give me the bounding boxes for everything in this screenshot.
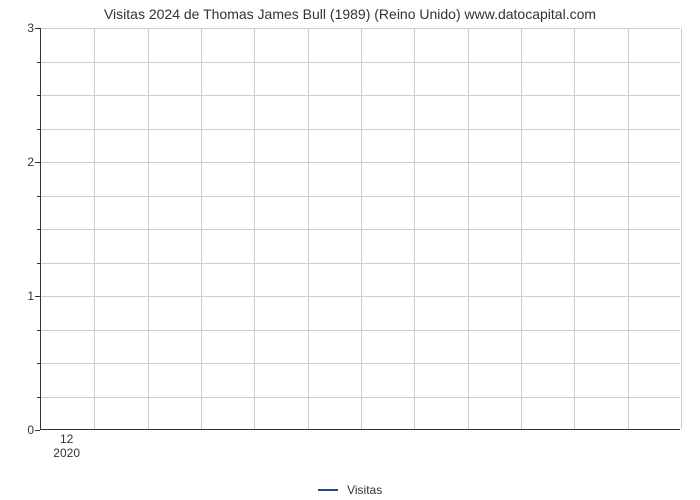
- y-tick-label: 2: [16, 155, 34, 169]
- y-tick-minor: [37, 229, 40, 230]
- y-tick-mark: [35, 162, 40, 163]
- gridline-vertical: [628, 28, 629, 429]
- y-tick-label: 0: [16, 423, 34, 437]
- gridline-vertical: [414, 28, 415, 429]
- y-tick-minor: [37, 196, 40, 197]
- y-tick-minor: [37, 129, 40, 130]
- y-tick-mark: [35, 296, 40, 297]
- chart-title: Visitas 2024 de Thomas James Bull (1989)…: [0, 6, 700, 22]
- gridline-vertical: [148, 28, 149, 429]
- y-tick-minor: [37, 263, 40, 264]
- x-year-label: 2020: [53, 446, 80, 460]
- y-tick-minor: [37, 95, 40, 96]
- gridline-vertical: [308, 28, 309, 429]
- y-tick-minor: [37, 330, 40, 331]
- y-tick-mark: [35, 28, 40, 29]
- legend: Visitas: [0, 482, 700, 497]
- legend-swatch: [318, 489, 338, 491]
- gridline-vertical: [681, 28, 682, 429]
- y-tick-mark: [35, 430, 40, 431]
- plot-area: [40, 28, 680, 430]
- legend-label: Visitas: [347, 483, 382, 497]
- y-tick-label: 1: [16, 289, 34, 303]
- y-tick-label: 3: [16, 21, 34, 35]
- gridline-vertical: [201, 28, 202, 429]
- gridline-vertical: [94, 28, 95, 429]
- gridline-vertical: [574, 28, 575, 429]
- gridline-vertical: [521, 28, 522, 429]
- y-tick-minor: [37, 397, 40, 398]
- gridline-vertical: [361, 28, 362, 429]
- x-month-label: 12: [60, 432, 73, 446]
- y-tick-minor: [37, 62, 40, 63]
- gridline-vertical: [468, 28, 469, 429]
- y-tick-minor: [37, 363, 40, 364]
- gridline-vertical: [254, 28, 255, 429]
